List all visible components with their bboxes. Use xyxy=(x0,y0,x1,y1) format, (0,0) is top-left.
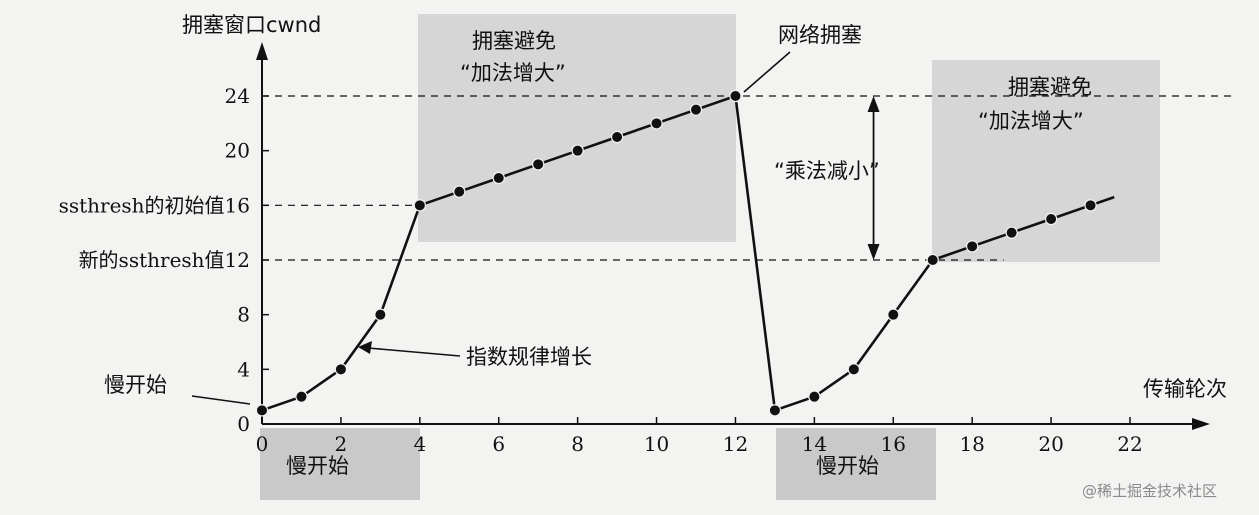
x-tick-label: 6 xyxy=(492,432,505,456)
y-tick-label: 24 xyxy=(225,84,250,108)
exponential-label: 指数规律增长 xyxy=(466,345,592,369)
x-tick-label: 22 xyxy=(1117,432,1142,456)
y-axis-label: 拥塞窗口cwnd xyxy=(182,13,321,37)
x-tick-label: 12 xyxy=(723,432,748,456)
data-point xyxy=(334,363,348,376)
data-point xyxy=(926,253,939,267)
data-point xyxy=(887,308,900,321)
exponential-arrowhead xyxy=(358,341,372,354)
y-axis-arrow xyxy=(256,42,268,60)
slow-start-band-1 xyxy=(260,428,420,500)
congestion-avoidance-band-1 xyxy=(418,14,736,242)
ca2-label-line1: 拥塞避免 xyxy=(1008,75,1092,99)
x-tick-label: 10 xyxy=(644,432,669,456)
data-point xyxy=(965,240,979,253)
y-tick-label: 4 xyxy=(237,357,250,381)
x-axis-label: 传输轮次 xyxy=(1143,377,1227,401)
y-tick-label: 新的ssthresh值12 xyxy=(79,248,250,272)
x-tick-label: 8 xyxy=(571,432,584,456)
data-point xyxy=(768,404,782,417)
x-tick-label: 0 xyxy=(256,432,269,456)
x-tick-label: 14 xyxy=(802,432,827,456)
x-axis-arrow xyxy=(1192,418,1210,430)
data-point xyxy=(610,130,624,144)
congestion-label: 网络拥塞 xyxy=(778,23,862,47)
data-point xyxy=(492,171,505,185)
data-point xyxy=(650,117,663,130)
y-tick-label: ssthresh的初始值16 xyxy=(59,193,250,217)
data-point xyxy=(531,158,545,171)
x-tick-label: 2 xyxy=(335,432,348,456)
data-point xyxy=(413,199,427,212)
data-point xyxy=(1044,212,1058,226)
exponential-pointer xyxy=(367,347,461,357)
slow-start-band-2 xyxy=(776,428,936,500)
congestion-pointer xyxy=(743,51,791,93)
x-tick-label: 20 xyxy=(1038,432,1063,456)
data-point xyxy=(689,103,703,116)
mult-decrease-label: “乘法减小” xyxy=(774,159,880,183)
x-tick-label: 16 xyxy=(881,432,906,456)
band-1-label: 慢开始 xyxy=(286,454,349,478)
x-tick-label: 18 xyxy=(959,432,984,456)
data-point xyxy=(1084,199,1097,212)
data-point xyxy=(295,390,308,403)
data-point xyxy=(847,363,861,376)
data-point xyxy=(374,308,387,321)
mult-decrease-arrow xyxy=(867,96,880,260)
data-point xyxy=(453,185,466,198)
data-point xyxy=(729,89,742,103)
y-tick-label: 20 xyxy=(225,139,250,163)
band-2-label: 慢开始 xyxy=(816,454,879,478)
data-point xyxy=(571,144,584,157)
data-point xyxy=(808,390,821,403)
ca1-label-line2: “加法增大” xyxy=(460,61,566,85)
ca2-label-line2: “加法增大” xyxy=(978,109,1084,133)
data-point xyxy=(1005,226,1018,239)
x-tick-label: 4 xyxy=(413,432,426,456)
data-point xyxy=(255,404,269,417)
y-tick-label: 0 xyxy=(237,412,250,436)
slow-start-label: 慢开始 xyxy=(104,373,167,397)
ca1-label-line1: 拥塞避免 xyxy=(472,29,556,53)
watermark: @稀土掘金技术社区 xyxy=(1082,482,1217,500)
slow-start-pointer xyxy=(191,395,251,405)
congestion-avoidance-band-2 xyxy=(932,60,1160,262)
y-tick-label: 8 xyxy=(237,303,250,327)
